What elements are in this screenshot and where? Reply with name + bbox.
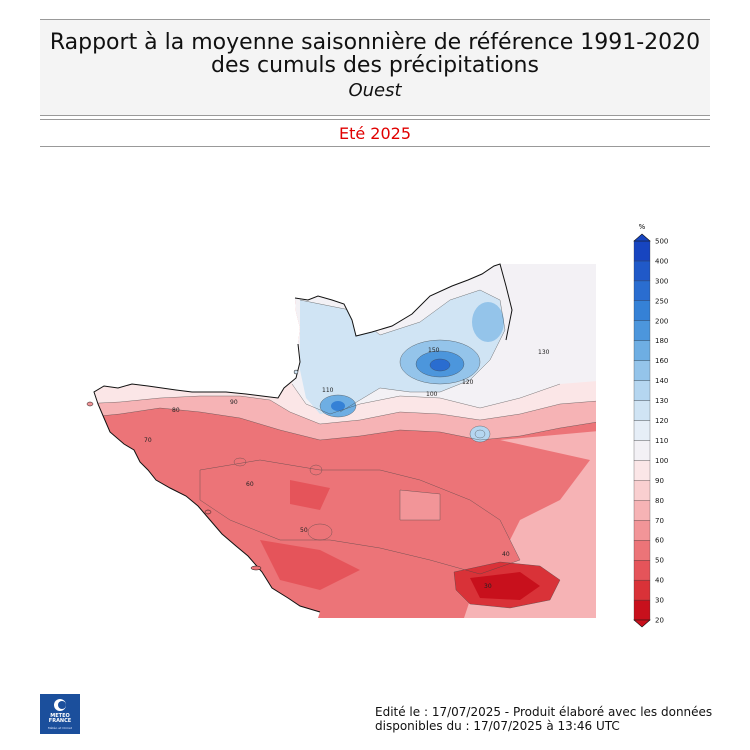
colorbar-tick-label: 250 [655,297,668,305]
colorbar-cell [633,300,651,321]
colorbar-tick-label: 160 [655,357,668,365]
contour-label: 150 [428,347,440,354]
map-zone-120 [300,290,505,414]
map-zone-300 [430,359,450,371]
colorbar-tick-label: 300 [655,277,668,285]
footer-note: Edité le : 17/07/2025 - Produit élaboré … [375,705,715,733]
meteo-france-logo: METEO FRANCE Météo et Climat [40,694,80,734]
contour-label: 70 [144,437,152,444]
colorbar-cell [633,500,651,521]
contour-label: 90 [230,399,238,406]
title-line-1: Rapport à la moyenne saisonnière de réfé… [49,30,701,55]
island [250,565,262,571]
colorbar-cell [633,460,651,481]
colorbar-cell [633,340,651,361]
colorbar-tick-label: 500 [655,238,668,246]
colorbar-cell [633,480,651,501]
contour-label: 40 [502,551,510,558]
colorbar-tick-label: 70 [655,517,664,525]
coastline [93,263,513,613]
colorbar-cell [633,520,651,541]
colorbar-tick-label: 120 [655,417,668,425]
divider-top [40,119,710,120]
colorbar-tick-label: 180 [655,337,668,345]
colorbar-tick-label: 140 [655,377,668,385]
colorbar-tick-label: 40 [655,577,664,585]
map-zone-50-b [260,540,360,590]
colorbar-tick-label: 50 [655,557,664,565]
region-subtitle: Ouest [348,80,402,101]
colorbar-tick-label: 400 [655,257,668,265]
logo-subtext: Météo et Climat [48,726,72,730]
contour-label: 50 [300,527,308,534]
colorbar-cell [633,599,651,621]
map-zone-130 [470,426,490,442]
footer-line-2: disponibles du : 17/07/2025 à 13:46 UTC [375,719,620,733]
contour-label: 100 [426,391,438,398]
colorbar-cell [633,360,651,381]
divider-bottom [40,146,710,147]
colorbar-tick-label: 90 [655,477,664,485]
colorbar-tick-label: 30 [655,597,664,605]
logo-emblem-icon [54,699,66,711]
colorbar-bottom-arrow [633,619,651,628]
contour-label: 110 [322,387,334,394]
map-zone-50-a [290,480,330,510]
colorbar-cell [633,260,651,282]
contour-lines [94,289,596,609]
map-zone-60 [200,460,520,574]
colorbar-tick-label: 60 [655,537,664,545]
footer-line-1: Edité le : 17/07/2025 - Produit élaboré … [375,705,713,719]
contour-label: 30 [484,583,492,590]
title-panel: Rapport à la moyenne saisonnière de réfé… [40,19,710,116]
colorbar-cell [633,440,651,461]
contour-label: 80 [172,407,180,414]
colorbar-tick-label: 100 [655,457,668,465]
colorbar-tick-label: 20 [655,617,664,625]
colorbar-top-arrow [633,233,651,242]
colorbar-cell [633,560,651,581]
map-zone-70 [400,490,440,520]
island [204,509,212,515]
colorbar-cell [633,400,651,421]
map-zone-250 [331,401,345,411]
colorbar-cell [633,540,651,561]
colorbar-tick-label: 110 [655,437,668,445]
island [293,369,299,375]
season-label: Eté 2025 [338,124,412,143]
colorbar-cell [633,579,651,601]
colorbar: % 20 30 40 50 60 70 80 90 100 110 120 130 140 160 180 2… [633,223,668,628]
colorbar-unit: % [639,223,646,231]
map-zone-140-b [472,302,504,342]
colorbar-cell [633,420,651,441]
contour-label: 120 [462,379,474,386]
title-line-2: des cumuls des précipitations [211,53,539,78]
colorbar-tick-label: 200 [655,317,668,325]
island [86,401,94,407]
contour-labels: 50 60 70 80 90 100 110 120 130 150 40 30 [144,347,550,590]
logo-text: METEO FRANCE [48,713,72,724]
map-zone-20 [470,572,540,600]
colorbar-cell [633,280,651,301]
contour-label: 60 [246,481,254,488]
colorbar-tick-label: 130 [655,397,668,405]
colorbar-cell [633,320,651,341]
colorbar-tick-label: 80 [655,497,664,505]
contour-label: 130 [538,349,550,356]
colorbar-cell [633,380,651,401]
colorbar-cell [633,240,651,262]
